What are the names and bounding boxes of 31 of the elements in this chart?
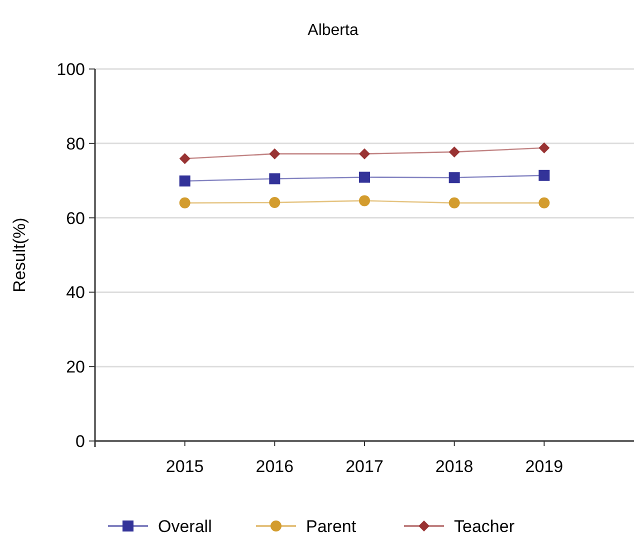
y-tick-label: 100 [56, 60, 85, 79]
x-tick-label: 2016 [256, 457, 294, 476]
y-tick-label: 40 [66, 283, 85, 302]
y-tick-label: 80 [66, 134, 85, 154]
y-axis-title: Result(%) [10, 218, 29, 292]
point [269, 148, 280, 160]
point [359, 195, 370, 206]
y-tick-label: 0 [76, 432, 85, 451]
point [179, 197, 190, 208]
y-tick-label: 60 [66, 208, 85, 228]
point [269, 173, 280, 184]
x-tick-label: 2019 [525, 457, 564, 476]
point [448, 172, 460, 184]
point [269, 197, 280, 208]
point [359, 172, 370, 183]
y-tick-label: 20 [66, 358, 85, 377]
x-tick-label: 2015 [166, 457, 204, 476]
legend-label: Overall [158, 516, 212, 536]
x-tick-label: 2017 [346, 457, 384, 476]
point [448, 197, 460, 208]
legend-label: Parent [306, 516, 356, 536]
x-tick-label: 2018 [435, 457, 474, 476]
chart-title: Alberta [308, 22, 358, 39]
point [179, 175, 190, 186]
legend-label: Teacher [454, 516, 515, 536]
point [538, 170, 550, 181]
point [179, 153, 190, 164]
point [359, 148, 370, 160]
point [538, 197, 550, 208]
point [448, 146, 460, 158]
point [538, 142, 550, 154]
